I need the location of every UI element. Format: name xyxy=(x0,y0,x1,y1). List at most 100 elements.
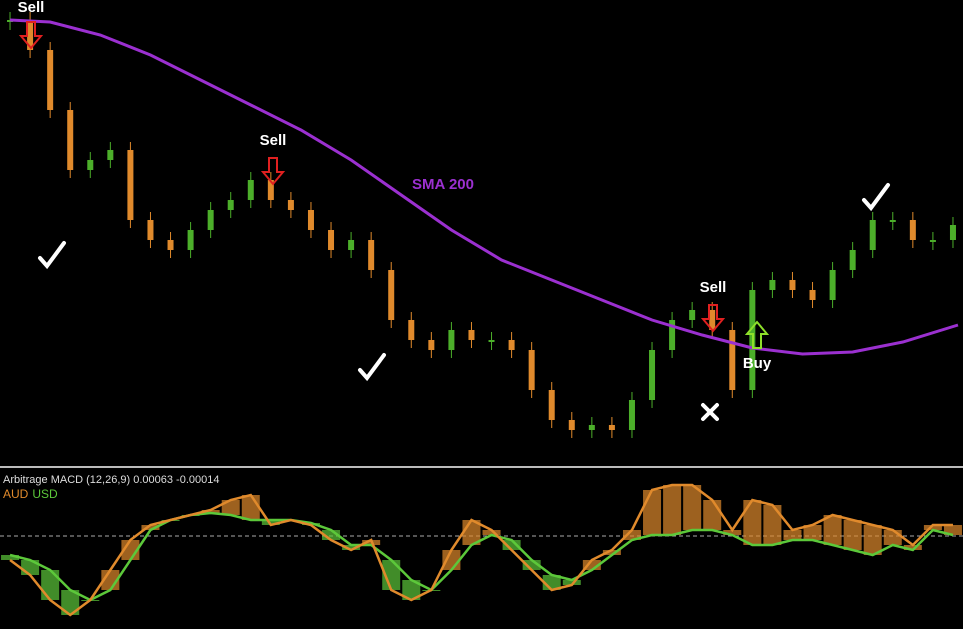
candle xyxy=(649,350,656,400)
candle xyxy=(789,280,796,290)
candle xyxy=(167,240,174,250)
histogram-bar xyxy=(763,505,782,545)
histogram-bar xyxy=(382,560,401,590)
histogram-bar xyxy=(923,525,942,530)
candle xyxy=(127,150,134,220)
candle xyxy=(307,210,314,230)
candle xyxy=(949,225,956,240)
candle xyxy=(689,310,696,320)
sma-label: SMA 200 xyxy=(412,176,474,193)
signal-label: Sell xyxy=(700,279,727,296)
signal-arrow xyxy=(700,304,726,333)
candle xyxy=(27,20,34,50)
histogram-bar xyxy=(643,490,662,535)
candle xyxy=(428,340,435,350)
candle xyxy=(628,400,635,430)
legend-entry: USD xyxy=(32,487,58,501)
markers xyxy=(38,183,890,421)
candle xyxy=(729,330,736,390)
cross xyxy=(701,403,719,421)
candle xyxy=(709,310,716,330)
candle xyxy=(187,230,194,250)
candle xyxy=(448,330,455,350)
candle xyxy=(47,50,54,110)
candle xyxy=(588,425,595,430)
candle xyxy=(929,240,936,242)
histogram-bar xyxy=(883,530,902,545)
candle xyxy=(267,180,274,200)
histogram-bar xyxy=(602,550,621,555)
candle xyxy=(909,220,916,240)
candle xyxy=(287,200,294,210)
histogram-bar xyxy=(241,495,260,520)
histogram-bar xyxy=(562,580,581,585)
histogram-bar xyxy=(261,520,280,525)
histogram-bar xyxy=(482,530,501,535)
candle xyxy=(889,220,896,222)
histogram-bar xyxy=(522,560,541,570)
histogram-bar xyxy=(683,485,702,530)
candle xyxy=(809,290,816,300)
histogram-bar xyxy=(221,500,240,515)
histogram-bar xyxy=(322,530,341,540)
histogram-bar xyxy=(743,500,762,545)
signal-label: Sell xyxy=(18,0,45,16)
candle xyxy=(548,390,555,420)
candle xyxy=(87,160,94,170)
sma-line xyxy=(9,18,959,356)
histogram-bar xyxy=(803,525,822,540)
histogram-bar xyxy=(843,520,862,550)
candle xyxy=(849,250,856,270)
candle xyxy=(348,240,355,250)
legend: AUD USD xyxy=(3,487,58,501)
histogram-bar xyxy=(342,545,361,550)
histogram-bar xyxy=(863,525,882,555)
histogram-bar xyxy=(783,530,802,540)
histogram-bar xyxy=(502,540,521,550)
check xyxy=(862,183,890,212)
histogram-bar xyxy=(201,510,220,513)
legend-entry: AUD xyxy=(3,487,29,501)
candle xyxy=(408,320,415,340)
candle xyxy=(468,330,475,340)
candle xyxy=(568,420,575,430)
signal-label: Sell xyxy=(260,132,287,149)
histogram-bar xyxy=(703,500,722,530)
histogram-bar xyxy=(903,545,922,550)
histogram-bar xyxy=(1,555,20,560)
signal-arrow xyxy=(744,320,770,349)
candle xyxy=(207,210,214,230)
candle xyxy=(328,230,335,250)
histogram-bar xyxy=(402,580,421,600)
candle xyxy=(829,270,836,300)
signal-arrow xyxy=(18,21,44,50)
candle xyxy=(869,220,876,250)
indicator-title: Arbitrage MACD (12,26,9) 0.00063 -0.0001… xyxy=(3,474,219,486)
histogram-bar xyxy=(622,530,641,540)
candle xyxy=(247,180,254,200)
candle xyxy=(669,320,676,350)
candle xyxy=(608,425,615,430)
candle xyxy=(388,270,395,320)
histogram-bar xyxy=(141,525,160,530)
macd-line xyxy=(9,483,953,617)
signal-label: Buy xyxy=(743,355,772,372)
histogram-bar xyxy=(582,560,601,570)
histogram-bar xyxy=(943,525,962,535)
candle xyxy=(488,340,495,342)
histogram-bar xyxy=(663,485,682,535)
histogram-bar xyxy=(61,590,80,615)
candle xyxy=(368,240,375,270)
histogram-bar xyxy=(723,530,742,535)
candle xyxy=(528,350,535,390)
check xyxy=(358,353,386,382)
candle xyxy=(107,150,114,160)
histogram-bar xyxy=(823,515,842,545)
check xyxy=(38,241,66,270)
candle xyxy=(67,110,74,170)
candle xyxy=(147,220,154,240)
candle xyxy=(769,280,776,290)
candle xyxy=(227,200,234,210)
